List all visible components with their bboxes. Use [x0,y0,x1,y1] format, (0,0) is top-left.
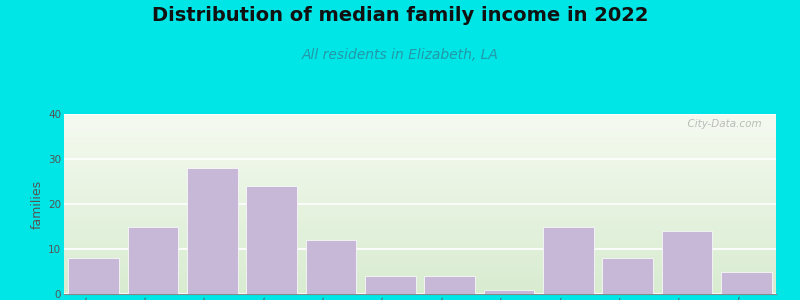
Y-axis label: families: families [31,179,44,229]
Bar [187,168,238,294]
Text: Distribution of median family income in 2022: Distribution of median family income in … [152,6,648,25]
Bar [662,231,712,294]
Bar [365,276,415,294]
Bar [246,186,297,294]
Text: City-Data.com: City-Data.com [681,119,762,129]
Bar [543,226,594,294]
Bar [602,258,653,294]
Bar [721,272,771,294]
Bar [69,258,119,294]
Bar [484,290,534,294]
Bar [425,276,475,294]
Bar [306,240,356,294]
Text: All residents in Elizabeth, LA: All residents in Elizabeth, LA [302,48,498,62]
Bar [128,226,178,294]
